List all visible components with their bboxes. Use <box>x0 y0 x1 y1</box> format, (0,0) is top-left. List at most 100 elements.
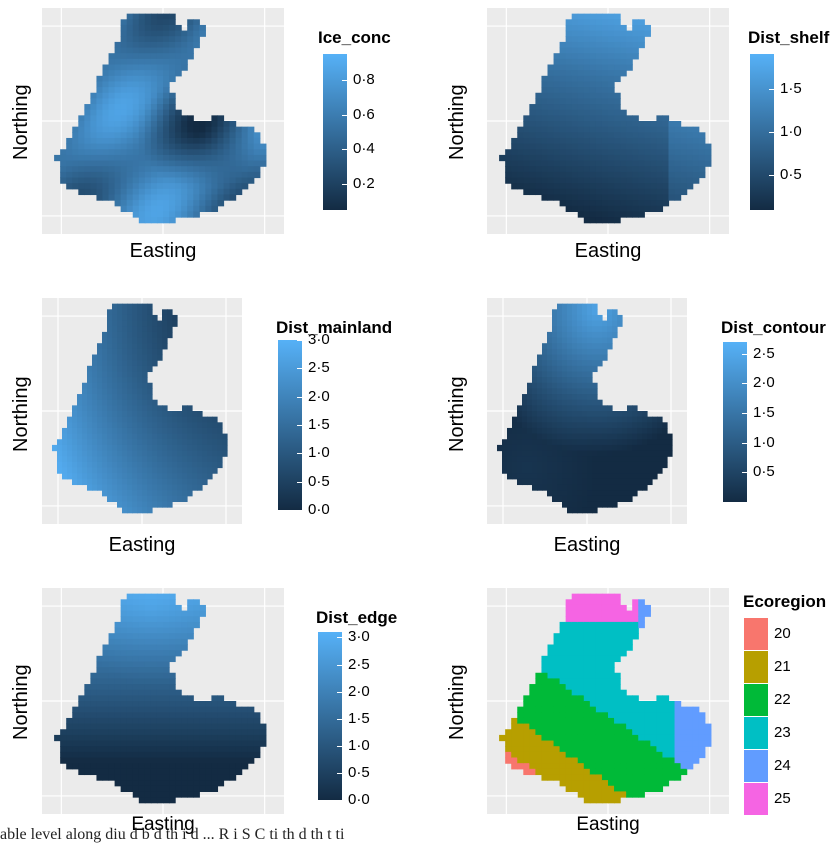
raster-cell <box>547 461 553 469</box>
raster-cell <box>187 411 193 418</box>
raster-cell <box>541 121 549 128</box>
raster-cell <box>156 137 164 145</box>
raster-cell <box>229 126 237 133</box>
raster-cell <box>241 132 249 139</box>
raster-cell <box>114 717 122 725</box>
raster-cell <box>535 98 543 105</box>
raster-cell <box>126 655 134 663</box>
raster-cell <box>205 780 212 787</box>
raster-cell <box>626 166 633 173</box>
raster-cell <box>614 672 621 679</box>
raster-cell <box>241 734 249 742</box>
raster-cell <box>62 450 68 457</box>
raster-cell <box>137 354 143 361</box>
raster-cell <box>537 365 543 373</box>
raster-cell <box>632 701 639 708</box>
raster-cell <box>614 177 621 184</box>
colorbar-tick <box>337 664 342 666</box>
raster-cell <box>638 24 645 32</box>
raster-cell <box>601 13 609 20</box>
colorbar-tick <box>342 184 347 185</box>
raster-cell <box>608 58 615 66</box>
raster-cell <box>571 160 579 167</box>
raster-cell <box>612 501 618 508</box>
raster-cell <box>517 712 524 719</box>
raster-cell <box>122 444 128 452</box>
raster-cell <box>552 337 558 344</box>
raster-cell <box>608 633 615 640</box>
raster-cell <box>181 47 188 54</box>
raster-cell <box>169 672 176 679</box>
raster-cell <box>577 143 585 150</box>
raster-cell <box>97 365 103 373</box>
raster-cell <box>223 154 231 162</box>
raster-cell <box>632 729 639 736</box>
raster-cell <box>78 121 85 128</box>
raster-cell <box>607 405 613 412</box>
raster-cell <box>199 24 206 32</box>
raster-cell <box>217 695 225 702</box>
raster-cell <box>197 433 203 440</box>
raster-cell <box>571 121 579 128</box>
raster-cell <box>547 433 553 440</box>
raster-cell <box>132 484 138 491</box>
raster-cell <box>175 633 182 640</box>
raster-cell <box>253 746 261 753</box>
raster-cell <box>138 712 146 719</box>
raster-cell <box>577 689 585 696</box>
raster-cell <box>577 717 585 725</box>
raster-cell <box>193 746 200 753</box>
raster-cell <box>108 706 116 713</box>
raster-cell <box>614 717 621 725</box>
raster-cell <box>632 41 639 49</box>
raster-cell <box>642 461 648 469</box>
raster-cell <box>169 593 176 600</box>
raster-cell <box>253 712 261 719</box>
raster-cell <box>84 684 91 691</box>
map-dist-shelf <box>487 8 729 234</box>
raster-cell <box>223 171 231 179</box>
raster-cell <box>535 701 543 708</box>
raster-cell <box>686 723 694 730</box>
raster-cell <box>90 166 98 173</box>
raster-cell <box>627 478 633 486</box>
raster-cell <box>620 610 627 617</box>
raster-cell <box>126 87 134 94</box>
raster-cell <box>617 411 623 418</box>
raster-cell <box>156 104 164 111</box>
raster-cell <box>142 411 148 418</box>
raster-cell <box>608 160 615 167</box>
raster-cell <box>96 171 104 179</box>
raster-cell <box>535 137 543 145</box>
raster-cell <box>577 171 585 179</box>
raster-cell <box>120 115 128 122</box>
raster-cell <box>84 751 91 759</box>
raster-cell <box>108 183 116 190</box>
raster-cell <box>167 444 173 452</box>
raster-cell <box>567 309 573 316</box>
raster-cell <box>114 160 122 167</box>
raster-cell <box>162 490 168 497</box>
raster-cell <box>571 75 579 83</box>
raster-cell <box>553 137 561 145</box>
raster-cell <box>181 137 188 145</box>
raster-cell <box>107 444 113 452</box>
raster-cell <box>674 166 682 173</box>
raster-cell <box>217 132 225 139</box>
raster-cell <box>169 143 176 150</box>
raster-cell <box>120 633 128 640</box>
raster-cell <box>547 751 555 759</box>
raster-cell <box>127 399 133 406</box>
raster-cell <box>144 36 152 43</box>
raster-cell <box>107 427 113 435</box>
colorbar <box>318 632 342 800</box>
raster-cell <box>90 126 98 133</box>
raster-cell <box>607 467 613 474</box>
raster-cell <box>114 149 122 156</box>
raster-cell <box>662 780 670 787</box>
raster-cell <box>120 655 128 663</box>
raster-cell <box>680 154 688 162</box>
raster-cell <box>626 171 633 179</box>
raster-cell <box>680 746 688 753</box>
raster-cell <box>638 143 645 150</box>
